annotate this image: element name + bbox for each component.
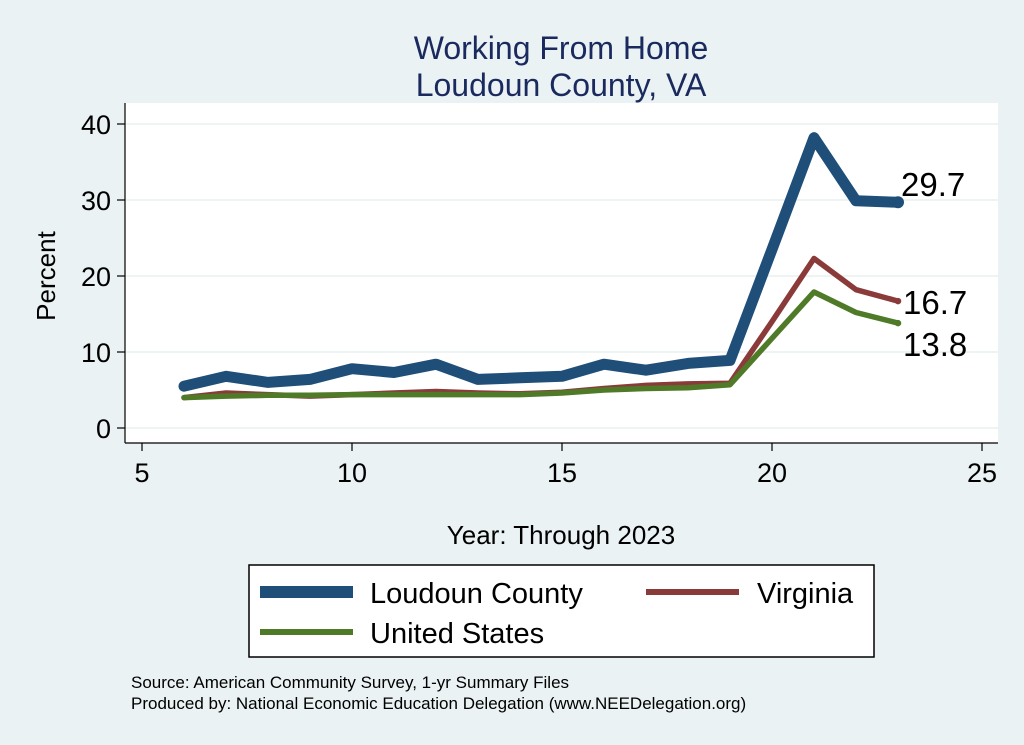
x-tick-label-15: 15: [547, 458, 577, 488]
x-tick-label-25: 25: [967, 458, 997, 488]
legend: Loudoun County Virginia United States: [248, 564, 875, 658]
end-label-united-states: 13.8: [903, 326, 967, 363]
y-axis-label: Percent: [31, 230, 61, 320]
x-tick-label-5: 5: [134, 458, 149, 488]
end-label-loudoun-county: 29.7: [901, 166, 965, 203]
legend-box: [248, 564, 875, 658]
x-tick-label-20: 20: [757, 458, 787, 488]
ticks-layer: 0 10 20 30 40 5 10 15 20 25: [81, 110, 997, 488]
end-labels-layer: 29.7 16.7 13.8: [901, 166, 967, 363]
y-tick-label-40: 40: [81, 110, 111, 140]
end-label-virginia: 16.7: [903, 284, 967, 321]
x-tick-label-10: 10: [337, 458, 367, 488]
y-tick-label-30: 30: [81, 186, 111, 216]
source-line-2: Produced by: National Economic Education…: [131, 694, 746, 713]
series-line-loudoun-county: [178, 132, 904, 392]
point-united-states-23: [894, 319, 902, 327]
grid-layer: [125, 123, 998, 429]
point-loudoun-county-23: [892, 196, 904, 209]
series-line-united-states: [181, 289, 901, 401]
legend-label-united-states: United States: [370, 618, 544, 650]
y-tick-label-10: 10: [81, 338, 111, 368]
legend-label-loudoun-county: Loudoun County: [370, 578, 583, 610]
chart-title-line-1: Working From Home: [414, 30, 709, 66]
source-line-1: Source: American Community Survey, 1-yr …: [131, 673, 569, 692]
chart-title-line-2: Loudoun County, VA: [416, 67, 707, 103]
point-virginia-23: [894, 297, 902, 305]
series-layer: [178, 132, 904, 401]
legend-label-virginia: Virginia: [757, 578, 854, 610]
y-tick-label-20: 20: [81, 262, 111, 292]
x-axis-label: Year: Through 2023: [447, 520, 675, 550]
y-tick-label-0: 0: [96, 414, 111, 444]
